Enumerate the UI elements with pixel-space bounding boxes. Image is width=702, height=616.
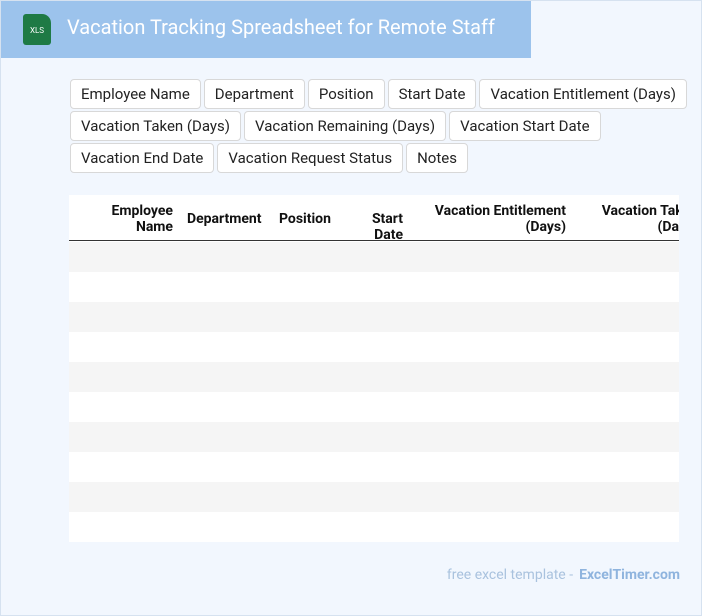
table-row [69, 302, 679, 332]
tag[interactable]: Vacation Request Status [217, 143, 404, 173]
column-header: Position [279, 211, 331, 227]
column-header: Department [187, 211, 262, 227]
table-row [69, 332, 679, 362]
tag[interactable]: Notes [406, 143, 468, 173]
tag[interactable]: Employee Name [70, 79, 201, 109]
tag[interactable]: Vacation Taken (Days) [70, 111, 241, 141]
table-row [69, 422, 679, 452]
tag[interactable]: Vacation Entitlement (Days) [479, 79, 687, 109]
table-row [69, 272, 679, 302]
column-header: Start Date [371, 211, 403, 243]
header-rule [69, 240, 679, 241]
tag[interactable]: Position [307, 79, 385, 109]
tag[interactable]: Department [203, 79, 305, 109]
column-header: Vacation Entitlement (Days) [434, 203, 566, 235]
file-icon: XLS [23, 14, 51, 45]
table-row [69, 512, 679, 542]
table-row [69, 392, 679, 422]
page-title: Vacation Tracking Spreadsheet for Remote… [67, 15, 495, 39]
column-header: Employee Name [111, 203, 173, 235]
table-row [69, 452, 679, 482]
header-bar: XLS Vacation Tracking Spreadsheet for Re… [1, 1, 531, 58]
tag[interactable]: Vacation Remaining (Days) [244, 111, 447, 141]
footer-text: free excel template - [446, 567, 574, 583]
table-row [69, 242, 679, 272]
tag[interactable]: Start Date [387, 79, 477, 109]
tag[interactable]: Vacation Start Date [449, 111, 601, 141]
table: Employee Name Department Position Start Dat… [69, 195, 679, 542]
table-row [69, 482, 679, 512]
table-row [69, 362, 679, 392]
footer-link[interactable]: ExcelTimer.com [579, 567, 680, 583]
column-header: Vacation Taken (Days) [601, 203, 679, 235]
footer: free excel template - ExcelTimer.com [447, 567, 680, 583]
tag[interactable]: Vacation End Date [70, 143, 215, 173]
tag-list: Employee Name Department Position Start Dat… [70, 79, 690, 173]
